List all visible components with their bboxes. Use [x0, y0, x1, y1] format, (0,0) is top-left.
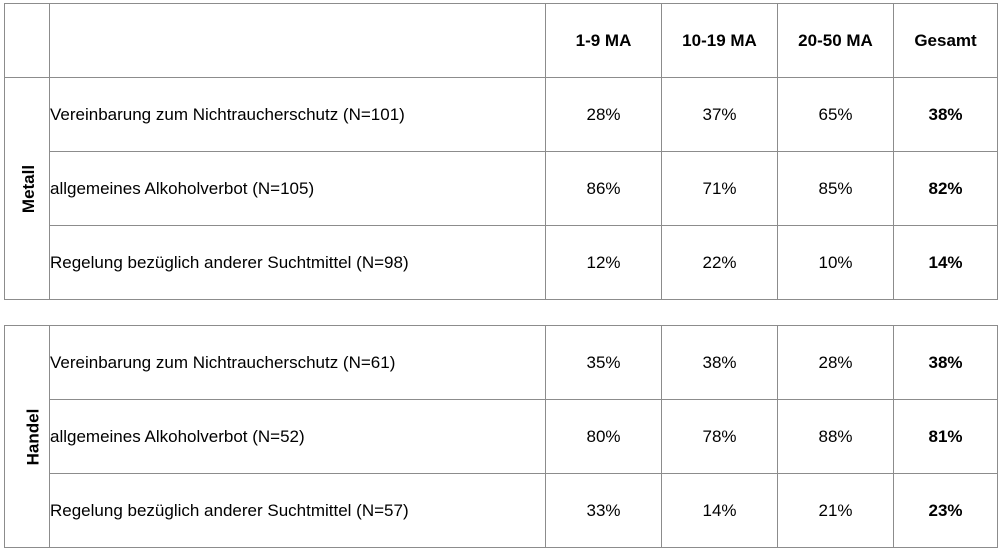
row-label: allgemeines Alkoholverbot (N=52)	[49, 399, 546, 474]
cell-1-9-ma: 80%	[545, 399, 662, 474]
column-header-gesamt: Gesamt	[893, 3, 998, 78]
section-label-handel: Handel	[23, 408, 43, 465]
table-row: Metall Vereinbarung zum Nichtraucherschu…	[4, 77, 998, 300]
cell-1-9-ma: 35%	[545, 325, 662, 400]
cell-20-50-ma: 21%	[777, 473, 894, 548]
column-header-10-19-ma: 10-19 MA	[661, 3, 778, 78]
cell-gesamt: 82%	[893, 151, 998, 226]
header-empty-group	[4, 3, 50, 78]
section-label-metall: Metall	[19, 164, 39, 213]
row-label: allgemeines Alkoholverbot (N=105)	[49, 151, 546, 226]
cell-20-50-ma: 28%	[777, 325, 894, 400]
table-row: allgemeines Alkoholverbot (N=52) 80% 78%…	[5, 399, 998, 474]
cell-1-9-ma: 86%	[545, 151, 662, 226]
cell-10-19-ma: 78%	[661, 399, 778, 474]
cell-20-50-ma: 10%	[777, 225, 894, 300]
cell-10-19-ma: 22%	[661, 225, 778, 300]
cell-gesamt: 38%	[893, 325, 998, 400]
row-label: Regelung bezüglich anderer Suchtmittel (…	[49, 473, 546, 548]
cell-20-50-ma: 88%	[777, 399, 894, 474]
table-row: allgemeines Alkoholverbot (N=105) 86% 71…	[5, 151, 998, 226]
table-row: Regelung bezüglich anderer Suchtmittel (…	[5, 473, 998, 548]
cell-10-19-ma: 38%	[661, 325, 778, 400]
cell-10-19-ma: 37%	[661, 77, 778, 152]
cell-gesamt: 14%	[893, 225, 998, 300]
table-row: Handel Vereinbarung zum Nichtraucherschu…	[4, 325, 998, 548]
header-empty-label	[49, 3, 546, 78]
cell-10-19-ma: 14%	[661, 473, 778, 548]
row-label: Vereinbarung zum Nichtraucherschutz (N=1…	[49, 77, 546, 152]
column-header-20-50-ma: 20-50 MA	[777, 3, 894, 78]
header-row: 1-9 MA 10-19 MA 20-50 MA Gesamt	[4, 3, 998, 78]
cell-20-50-ma: 65%	[777, 77, 894, 152]
cell-1-9-ma: 33%	[545, 473, 662, 548]
cell-1-9-ma: 28%	[545, 77, 662, 152]
section-label-cell: Handel	[4, 325, 50, 548]
cell-gesamt: 38%	[893, 77, 998, 152]
cell-1-9-ma: 12%	[545, 225, 662, 300]
row-label: Vereinbarung zum Nichtraucherschutz (N=6…	[49, 325, 546, 400]
section-table-metall: Metall Vereinbarung zum Nichtraucherschu…	[4, 77, 998, 300]
section-table-handel: Handel Vereinbarung zum Nichtraucherschu…	[4, 325, 998, 548]
cell-20-50-ma: 85%	[777, 151, 894, 226]
cell-gesamt: 81%	[893, 399, 998, 474]
section-label-cell: Metall	[4, 77, 50, 300]
row-label: Regelung bezüglich anderer Suchtmittel (…	[49, 225, 546, 300]
column-header-1-9-ma: 1-9 MA	[545, 3, 662, 78]
header-table: 1-9 MA 10-19 MA 20-50 MA Gesamt	[4, 3, 998, 78]
cell-10-19-ma: 71%	[661, 151, 778, 226]
cell-gesamt: 23%	[893, 473, 998, 548]
table-row: Regelung bezüglich anderer Suchtmittel (…	[5, 225, 998, 300]
